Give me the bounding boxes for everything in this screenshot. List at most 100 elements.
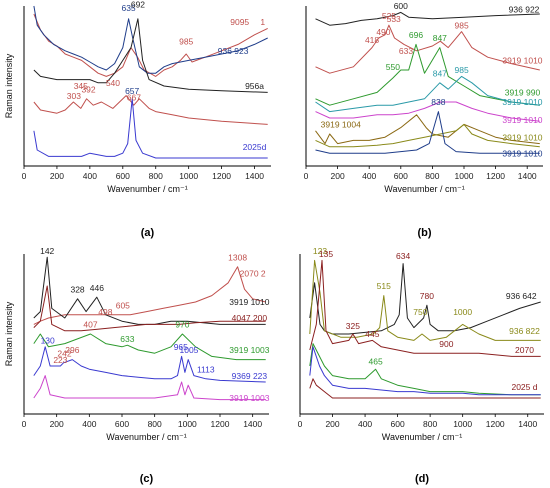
series-line-6 <box>315 123 540 148</box>
panel-label: (a) <box>141 227 155 239</box>
annotation-label: 696 <box>409 30 423 40</box>
series-line-3 <box>309 343 541 396</box>
panel-label: (d) <box>415 473 429 485</box>
annotation-label: 407 <box>83 320 97 330</box>
annotation-label: 328 <box>70 284 84 294</box>
annotation-label: 1113 <box>197 364 215 374</box>
x-tick-label: 800 <box>149 171 163 181</box>
x-axis-label: Wavenumber / cm⁻¹ <box>107 184 187 194</box>
annotation-label: 667 <box>127 92 141 102</box>
series-line-2 <box>315 43 540 106</box>
x-tick-label: 1400 <box>518 171 537 181</box>
annotation-label: 838 <box>431 97 445 107</box>
series-line-0 <box>33 266 266 325</box>
annotation-label: 1005 <box>180 345 199 355</box>
y-axis-label: Raman intensity <box>4 53 14 118</box>
series-line-4 <box>33 346 266 383</box>
x-tick-label: 1400 <box>518 419 537 429</box>
series-line-5 <box>315 114 540 145</box>
annotation-label: 657 <box>125 86 139 96</box>
annotation-label: 2025d <box>243 142 267 152</box>
x-tick-label: 0 <box>304 171 309 181</box>
x-tick-label: 1000 <box>453 419 472 429</box>
annotation-label: 970 <box>175 320 189 330</box>
x-tick-label: 200 <box>331 171 345 181</box>
annotation-label: 2025 d <box>511 382 537 392</box>
series-line-1 <box>33 256 266 325</box>
annotation-label: 750 <box>413 307 427 317</box>
annotation-label: 3919 1010 <box>229 297 269 307</box>
series-line-2 <box>33 285 266 332</box>
x-tick-label: 800 <box>148 419 162 429</box>
x-tick-label: 600 <box>116 171 130 181</box>
annotation-label: 9095 <box>230 17 249 27</box>
annotation-label: 345 <box>74 81 88 91</box>
x-tick-label: 200 <box>50 419 64 429</box>
annotation-label: 3919 1010 <box>502 132 542 142</box>
x-tick-label: 1200 <box>486 171 505 181</box>
annotation-label: 498 <box>98 307 112 317</box>
x-axis-label: Wavenumber / cm⁻¹ <box>384 184 464 194</box>
panel-2: 0 200 400 600 800 1000 1200 1400 Wavenumber / cm… <box>4 246 270 485</box>
annotation-label: 633 <box>399 46 413 56</box>
annotation-label: 242 <box>57 348 71 358</box>
annotation-label: 418 <box>365 35 379 45</box>
x-tick-label: 400 <box>362 171 376 181</box>
x-tick-label: 1000 <box>178 419 197 429</box>
x-tick-label: 1000 <box>455 171 474 181</box>
series-line-7 <box>315 111 540 154</box>
annotation-label: 936 642 <box>506 291 537 301</box>
annotation-label: 303 <box>67 91 81 101</box>
x-tick-label: 600 <box>394 171 408 181</box>
annotation-label: 296 <box>65 345 79 355</box>
annotation-label: 936 822 <box>509 326 540 336</box>
x-tick-label: 0 <box>22 419 27 429</box>
series-line-3 <box>33 95 268 125</box>
annotation-label: 3919 1004 <box>321 120 361 130</box>
annotation-label: 3919 1010 <box>502 115 542 125</box>
annotation-label: 780 <box>420 291 434 301</box>
annotation-label: 3919 1010 <box>502 97 542 107</box>
series-line-4 <box>309 346 541 396</box>
annotation-label: 392 <box>81 84 95 94</box>
series-line-2 <box>309 259 541 357</box>
annotation-label: 3919 1003 <box>229 345 269 355</box>
annotation-label: 985 <box>179 36 193 46</box>
annotation-label: 847 <box>433 33 447 43</box>
annotation-label: 490 <box>376 27 390 37</box>
annotation-label: 3919 990 <box>505 88 541 98</box>
series-line-2 <box>33 18 268 93</box>
annotation-label: 900 <box>439 339 453 349</box>
panel-0: 0 200 400 600 800 1000 1200 1400 Wavenumber / cm… <box>4 0 271 239</box>
x-tick-label: 400 <box>358 419 372 429</box>
annotation-label: 3919 1010 <box>502 148 542 158</box>
annotation-label: 3919 1010 <box>502 56 542 66</box>
series-line-5 <box>309 378 541 399</box>
annotation-label: 936 923 <box>218 46 249 56</box>
x-tick-label: 200 <box>50 171 64 181</box>
series-line-0 <box>315 11 540 26</box>
annotation-label: 965 <box>174 342 188 352</box>
annotation-label: 130 <box>41 336 55 346</box>
annotation-label: 446 <box>90 283 104 293</box>
annotation-label: 9369 223 <box>232 371 268 381</box>
annotation-label: 635 <box>121 3 135 13</box>
series-line-1 <box>315 24 540 74</box>
annotation-label: 634 <box>396 251 410 261</box>
annotation-label: 956a <box>245 81 264 91</box>
x-tick-label: 200 <box>325 419 339 429</box>
annotation-label: 135 <box>319 249 333 259</box>
x-tick-label: 1200 <box>211 419 230 429</box>
annotation-label: 142 <box>40 246 54 256</box>
panel-label: (b) <box>417 227 431 239</box>
annotation-label: 445 <box>365 329 379 339</box>
x-tick-label: 0 <box>298 419 303 429</box>
series-line-4 <box>315 101 540 122</box>
annotation-label: 223 <box>53 355 67 365</box>
annotation-label: 515 <box>377 281 391 291</box>
annotation-label: 936 922 <box>509 4 540 14</box>
annotation-label: 2070 <box>515 345 534 355</box>
panel-label: (c) <box>140 473 154 485</box>
annotation-label: 600 <box>394 1 408 11</box>
x-tick-label: 1200 <box>486 419 505 429</box>
